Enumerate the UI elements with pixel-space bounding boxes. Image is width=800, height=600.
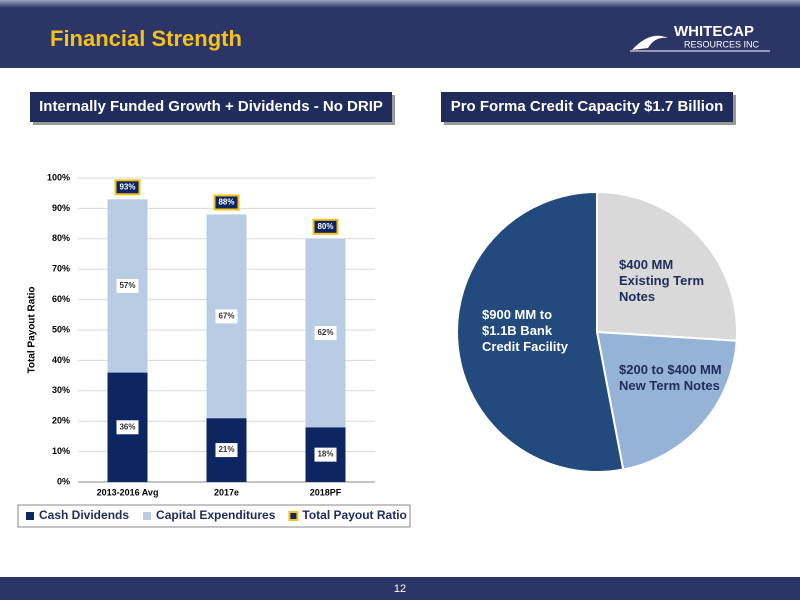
data-label-bg xyxy=(116,278,139,293)
data-label-bg xyxy=(314,447,337,462)
y-tick-label: 60% xyxy=(52,294,70,304)
data-label: 62% xyxy=(317,328,333,337)
y-tick-label: 20% xyxy=(52,416,70,426)
y-tick-label: 10% xyxy=(52,446,70,456)
chart-title: Pro Forma Credit Capacity $1.7 Billion xyxy=(451,98,724,115)
y-tick-label: 30% xyxy=(52,385,70,395)
logo-wave xyxy=(632,35,668,50)
total-label-box xyxy=(213,194,240,211)
total-label: 93% xyxy=(119,182,135,191)
legend-label: Cash Dividends xyxy=(39,508,129,522)
data-label-bg xyxy=(116,420,139,435)
y-tick-label: 0% xyxy=(57,476,70,486)
chart-title: Internally Funded Growth + Dividends - N… xyxy=(39,98,383,115)
section-header xyxy=(30,92,392,122)
data-label-bg xyxy=(215,309,238,324)
slice-label: $400 MM Existing Term Notes xyxy=(619,257,705,304)
header-stripe xyxy=(0,0,800,8)
logo-name: WHITECAP xyxy=(674,23,754,40)
data-label: 67% xyxy=(218,311,234,320)
logo-sub: RESOURCES INC xyxy=(684,39,760,49)
data-label: 21% xyxy=(218,445,234,454)
x-tick-label: 2018PF xyxy=(310,487,342,497)
slice-label: $200 to $400 MM New Term Notes xyxy=(619,362,722,393)
slide-title: Financial Strength xyxy=(50,26,242,51)
total-label: 80% xyxy=(317,222,333,231)
y-tick-label: 100% xyxy=(47,172,70,182)
total-label-box xyxy=(114,179,141,196)
y-tick-label: 50% xyxy=(52,324,70,334)
header-bar xyxy=(0,8,800,68)
pie-slice xyxy=(595,330,738,471)
y-axis-title: Total Payout Ratio xyxy=(27,286,38,373)
data-label-bg xyxy=(215,443,238,458)
total-label-box xyxy=(312,218,339,235)
y-tick-label: 40% xyxy=(52,355,70,365)
footer-bar xyxy=(0,577,800,600)
y-tick-label: 70% xyxy=(52,264,70,274)
data-label: 57% xyxy=(119,281,135,290)
x-tick-label: 2017e xyxy=(214,487,239,497)
y-tick-label: 80% xyxy=(52,233,70,243)
slice-label: $900 MM to $1.1B Bank Credit Facility xyxy=(482,307,568,354)
pie-slice xyxy=(596,190,738,342)
legend-label: Capital Expenditures xyxy=(156,508,276,522)
y-tick-label: 90% xyxy=(52,203,70,213)
legend-swatch xyxy=(288,511,299,521)
legend-swatch xyxy=(143,512,152,520)
data-label: 18% xyxy=(317,450,333,459)
legend-swatch xyxy=(26,512,34,520)
data-label: 36% xyxy=(119,422,135,431)
legend-label: Total Payout Ratio xyxy=(302,508,406,522)
total-label: 88% xyxy=(218,198,234,207)
page-number: 12 xyxy=(394,583,406,595)
data-label-bg xyxy=(314,326,337,341)
legend-box xyxy=(17,504,411,528)
x-tick-label: 2013-2016 Avg xyxy=(97,487,159,497)
section-header xyxy=(441,92,733,122)
pie-slice xyxy=(456,190,625,473)
